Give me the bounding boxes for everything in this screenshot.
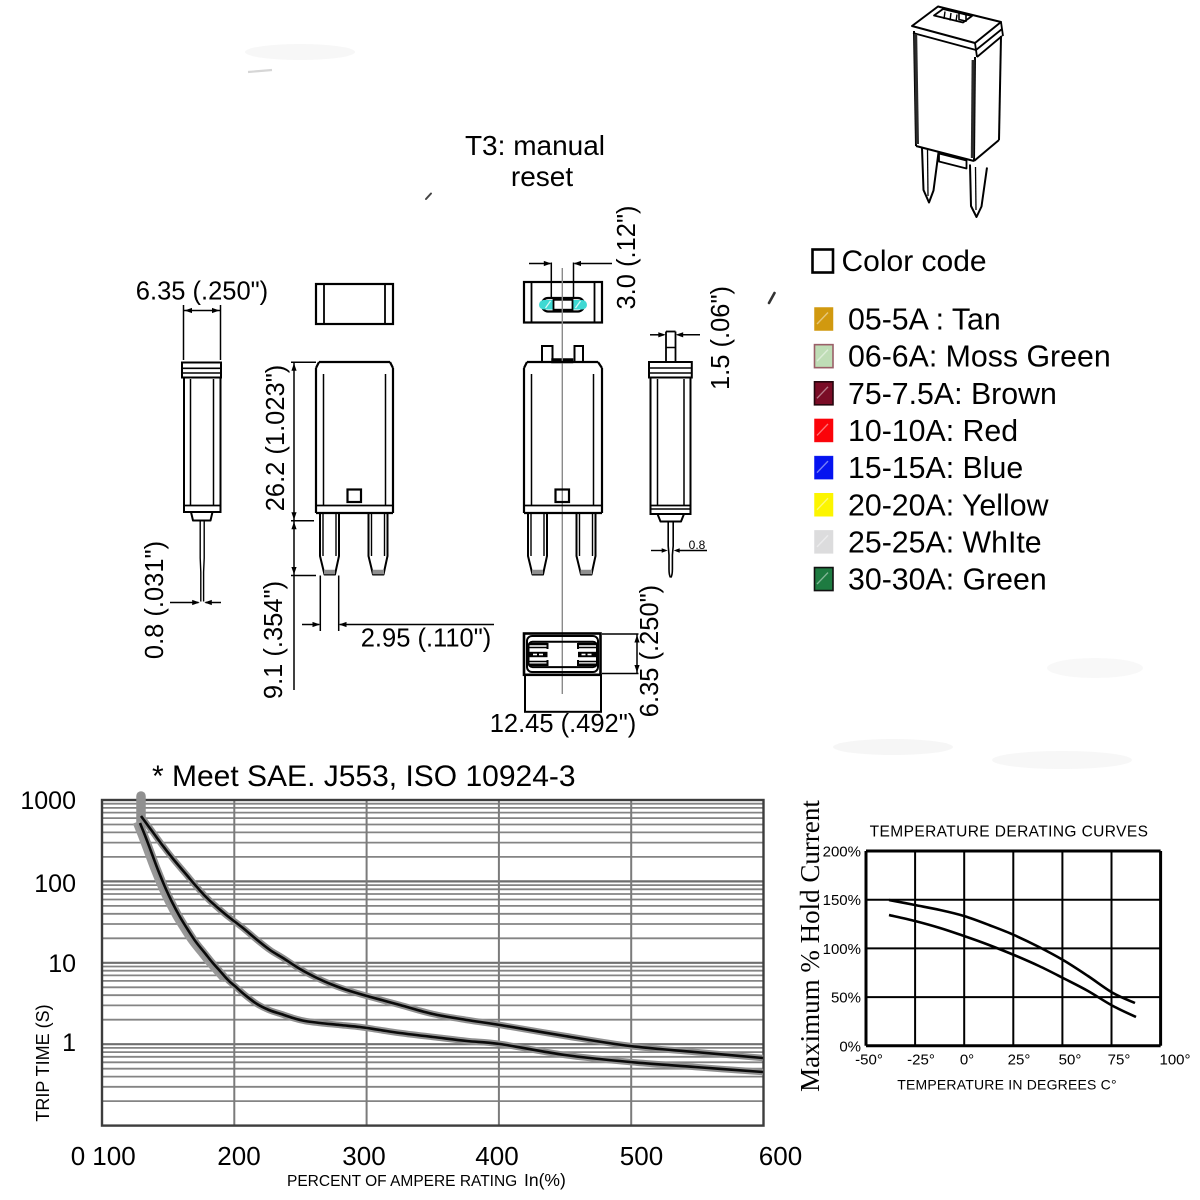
svg-text:400: 400: [475, 1141, 518, 1171]
svg-text:6.35 (.250"): 6.35 (.250"): [136, 278, 268, 306]
svg-text:TRIP TIME (S): TRIP TIME (S): [33, 1004, 53, 1121]
svg-text:3.0 (.12"): 3.0 (.12"): [613, 205, 641, 309]
svg-text:600: 600: [759, 1141, 802, 1171]
svg-text:2.95 (.110"): 2.95 (.110"): [361, 625, 492, 653]
svg-text:500: 500: [620, 1141, 663, 1171]
svg-text:0°: 0°: [960, 1052, 974, 1069]
svg-text:PERCENT OF AMPERE RATING: PERCENT OF AMPERE RATING: [287, 1173, 517, 1190]
svg-text:Color code: Color code: [842, 245, 987, 278]
svg-text:200%: 200%: [823, 844, 861, 861]
svg-text:100°: 100°: [1159, 1052, 1190, 1069]
svg-text:-50°: -50°: [855, 1052, 883, 1069]
svg-text:0.8 (.031"): 0.8 (.031"): [141, 541, 169, 659]
svg-text:0%: 0%: [839, 1038, 861, 1055]
svg-text:1000: 1000: [20, 787, 76, 815]
svg-text:TEMPERATURE DERATING CURVES: TEMPERATURE DERATING CURVES: [870, 824, 1149, 841]
svg-text:05-5A : Tan: 05-5A : Tan: [848, 304, 1001, 337]
svg-text:T3: manual: T3: manual: [465, 130, 605, 161]
svg-text:26.2 (1.023"): 26.2 (1.023"): [262, 365, 290, 512]
svg-text:reset: reset: [511, 161, 573, 192]
svg-text:Maximum % Hold Current: Maximum % Hold Current: [795, 800, 825, 1092]
svg-text:0: 0: [71, 1141, 85, 1171]
svg-text:10: 10: [48, 950, 76, 978]
svg-text:25-25A: WhIte: 25-25A: WhIte: [848, 526, 1042, 559]
svg-text:200: 200: [217, 1141, 260, 1171]
svg-text:75-7.5A: Brown: 75-7.5A: Brown: [848, 378, 1057, 411]
svg-text:1.5 (.06"): 1.5 (.06"): [707, 286, 735, 390]
svg-text:50%: 50%: [831, 990, 861, 1007]
svg-text:100: 100: [34, 870, 76, 898]
svg-text:300: 300: [342, 1141, 385, 1171]
svg-text:75°: 75°: [1108, 1052, 1131, 1069]
svg-text:100: 100: [92, 1141, 135, 1171]
svg-text:30-30A: Green: 30-30A: Green: [848, 564, 1047, 597]
svg-text:06-6A: Moss Green: 06-6A: Moss Green: [848, 341, 1111, 374]
svg-text:50°: 50°: [1059, 1052, 1082, 1069]
svg-text:25°: 25°: [1008, 1052, 1031, 1069]
svg-text:0.8: 0.8: [689, 538, 706, 552]
svg-text:* Meet SAE. J553, ISO 10924-3: * Meet SAE. J553, ISO 10924-3: [152, 760, 576, 793]
svg-text:6.35 (.250"): 6.35 (.250"): [636, 585, 664, 717]
svg-text:TEMPERATURE IN DEGREES C°: TEMPERATURE IN DEGREES C°: [897, 1077, 1117, 1093]
svg-text:In(%): In(%): [524, 1170, 566, 1190]
svg-text:1: 1: [62, 1029, 76, 1057]
svg-text:100%: 100%: [823, 941, 861, 958]
svg-text:-25°: -25°: [907, 1052, 935, 1069]
svg-text:10-10A: Red: 10-10A: Red: [848, 415, 1018, 448]
svg-text:12.45 (.492"): 12.45 (.492"): [490, 710, 637, 738]
svg-text:20-20A: Yellow: 20-20A: Yellow: [848, 489, 1049, 522]
svg-text:9.1 (.354"): 9.1 (.354"): [260, 581, 288, 699]
svg-text:150%: 150%: [823, 892, 861, 909]
svg-text:15-15A: Blue: 15-15A: Blue: [848, 452, 1023, 485]
